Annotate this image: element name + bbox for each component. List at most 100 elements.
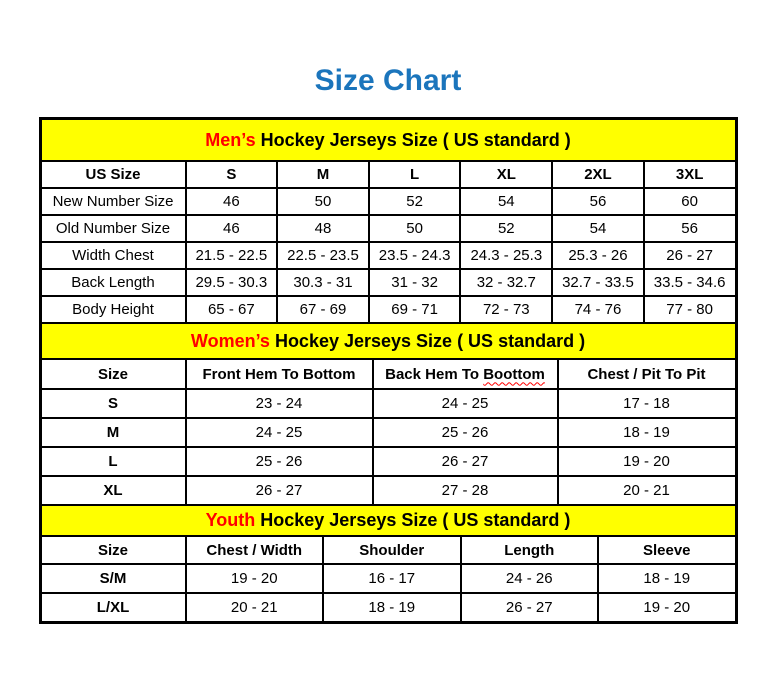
mens-section-header: Men’s Hockey Jerseys Size ( US standard … (39, 118, 737, 162)
cell-value: 26 - 27 (371, 446, 559, 477)
cell-value: 29.5 - 30.3 (184, 268, 279, 297)
cell-value: 77 - 80 (642, 295, 737, 324)
column-header: Length (459, 535, 599, 565)
cell-value: 50 (276, 187, 370, 216)
womens-column-header-row: Size Front Hem To Bottom Back Hem To Boo… (39, 358, 737, 390)
table-row: S/M 19 - 20 16 - 17 24 - 26 18 - 19 (39, 563, 737, 594)
table-row: Back Length 29.5 - 30.3 30.3 - 31 31 - 3… (39, 268, 737, 297)
cell-value: 46 (184, 187, 279, 216)
column-header: S (184, 160, 279, 189)
row-label: New Number Size (39, 187, 187, 216)
cell-value: 33.5 - 34.6 (642, 268, 737, 297)
cell-value: 65 - 67 (184, 295, 279, 324)
row-label: S/M (39, 563, 187, 594)
cell-value: 74 - 76 (551, 295, 645, 324)
youth-section-title-rest: Hockey Jerseys Size ( US standard ) (255, 510, 571, 530)
cell-value: 24 - 25 (184, 417, 374, 448)
cell-value: 16 - 17 (322, 563, 462, 594)
column-header: US Size (39, 160, 187, 189)
column-header: XL (459, 160, 554, 189)
column-header: Sleeve (597, 535, 737, 565)
cell-value: 27 - 28 (371, 475, 559, 506)
column-header-text: Back Hem To (385, 365, 484, 383)
table-row: Body Height 65 - 67 67 - 69 69 - 71 72 -… (39, 295, 737, 324)
cell-value: 18 - 19 (556, 417, 737, 448)
cell-value: 17 - 18 (556, 388, 737, 419)
youth-section-highlight: Youth (205, 510, 256, 530)
row-label: Back Length (39, 268, 187, 297)
cell-value: 19 - 20 (556, 446, 737, 477)
cell-value: 60 (642, 187, 737, 216)
table-row: New Number Size 46 50 52 54 56 60 (39, 187, 737, 216)
column-header: Chest / Width (184, 535, 324, 565)
cell-value: 26 - 27 (459, 592, 599, 623)
table-row: S 23 - 24 24 - 25 17 - 18 (39, 388, 737, 419)
youth-section-header-row: Youth Hockey Jerseys Size ( US standard … (39, 504, 737, 537)
cell-value: 56 (551, 187, 645, 216)
cell-value: 25 - 26 (184, 446, 374, 477)
cell-value: 50 (367, 214, 462, 243)
page-title: Size Chart (314, 64, 462, 97)
column-header: Back Hem To Boottom (371, 358, 559, 390)
cell-value: 21.5 - 22.5 (184, 241, 279, 270)
row-label: L/XL (39, 592, 187, 623)
cell-value: 30.3 - 31 (276, 268, 370, 297)
cell-value: 32 - 32.7 (459, 268, 554, 297)
cell-value: 20 - 21 (556, 475, 737, 506)
mens-column-header-row: US Size S M L XL 2XL 3XL (39, 160, 737, 189)
cell-value: 26 - 27 (642, 241, 737, 270)
womens-section-header-row: Women’s Hockey Jerseys Size ( US standar… (39, 322, 737, 360)
youth-column-header-row: Size Chest / Width Shoulder Length Sleev… (39, 535, 737, 565)
cell-value: 18 - 19 (597, 563, 737, 594)
mens-section-title-rest: Hockey Jerseys Size ( US standard ) (255, 129, 571, 150)
cell-value: 56 (642, 214, 737, 243)
cell-value: 46 (184, 214, 279, 243)
cell-value: 22.5 - 23.5 (276, 241, 370, 270)
youth-size-table: Youth Hockey Jerseys Size ( US standard … (39, 504, 737, 623)
table-row: L/XL 20 - 21 18 - 19 26 - 27 19 - 20 (39, 592, 737, 623)
cell-value: 24.3 - 25.3 (459, 241, 554, 270)
cell-value: 25.3 - 26 (551, 241, 645, 270)
column-header: M (276, 160, 370, 189)
row-label: Body Height (39, 295, 187, 324)
misspelled-word-squiggle: Boottom (483, 365, 545, 383)
table-row: Old Number Size 46 48 50 52 54 56 (39, 214, 737, 243)
row-label: Width Chest (39, 241, 187, 270)
row-label: Old Number Size (39, 214, 187, 243)
mens-section-header-row: Men’s Hockey Jerseys Size ( US standard … (39, 118, 737, 162)
cell-value: 19 - 20 (184, 563, 324, 594)
mens-size-table: Men’s Hockey Jerseys Size ( US standard … (39, 118, 737, 324)
cell-value: 26 - 27 (184, 475, 374, 506)
column-header: Shoulder (322, 535, 462, 565)
cell-value: 19 - 20 (597, 592, 737, 623)
table-row: Width Chest 21.5 - 22.5 22.5 - 23.5 23.5… (39, 241, 737, 270)
womens-size-table: Women’s Hockey Jerseys Size ( US standar… (39, 322, 737, 506)
column-header: Size (39, 535, 187, 565)
table-row: M 24 - 25 25 - 26 18 - 19 (39, 417, 737, 448)
column-header: Size (39, 358, 187, 390)
row-label: M (39, 417, 187, 448)
cell-value: 25 - 26 (371, 417, 559, 448)
table-row: L 25 - 26 26 - 27 19 - 20 (39, 446, 737, 477)
row-label: L (39, 446, 187, 477)
cell-value: 32.7 - 33.5 (551, 268, 645, 297)
mens-section-highlight: Men’s (205, 129, 256, 150)
cell-value: 52 (367, 187, 462, 216)
cell-value: 72 - 73 (459, 295, 554, 324)
cell-value: 52 (459, 214, 554, 243)
cell-value: 18 - 19 (322, 592, 462, 623)
cell-value: 69 - 71 (367, 295, 462, 324)
column-header: 3XL (642, 160, 737, 189)
column-header: 2XL (551, 160, 645, 189)
size-chart: Men’s Hockey Jerseys Size ( US standard … (38, 117, 738, 624)
womens-section-header: Women’s Hockey Jerseys Size ( US standar… (39, 322, 737, 360)
cell-value: 48 (276, 214, 370, 243)
womens-section-highlight: Women’s (190, 330, 270, 351)
row-label: XL (39, 475, 187, 506)
youth-section-header: Youth Hockey Jerseys Size ( US standard … (39, 504, 737, 537)
cell-value: 54 (551, 214, 645, 243)
table-row: XL 26 - 27 27 - 28 20 - 21 (39, 475, 737, 506)
cell-value: 24 - 26 (459, 563, 599, 594)
cell-value: 24 - 25 (371, 388, 559, 419)
